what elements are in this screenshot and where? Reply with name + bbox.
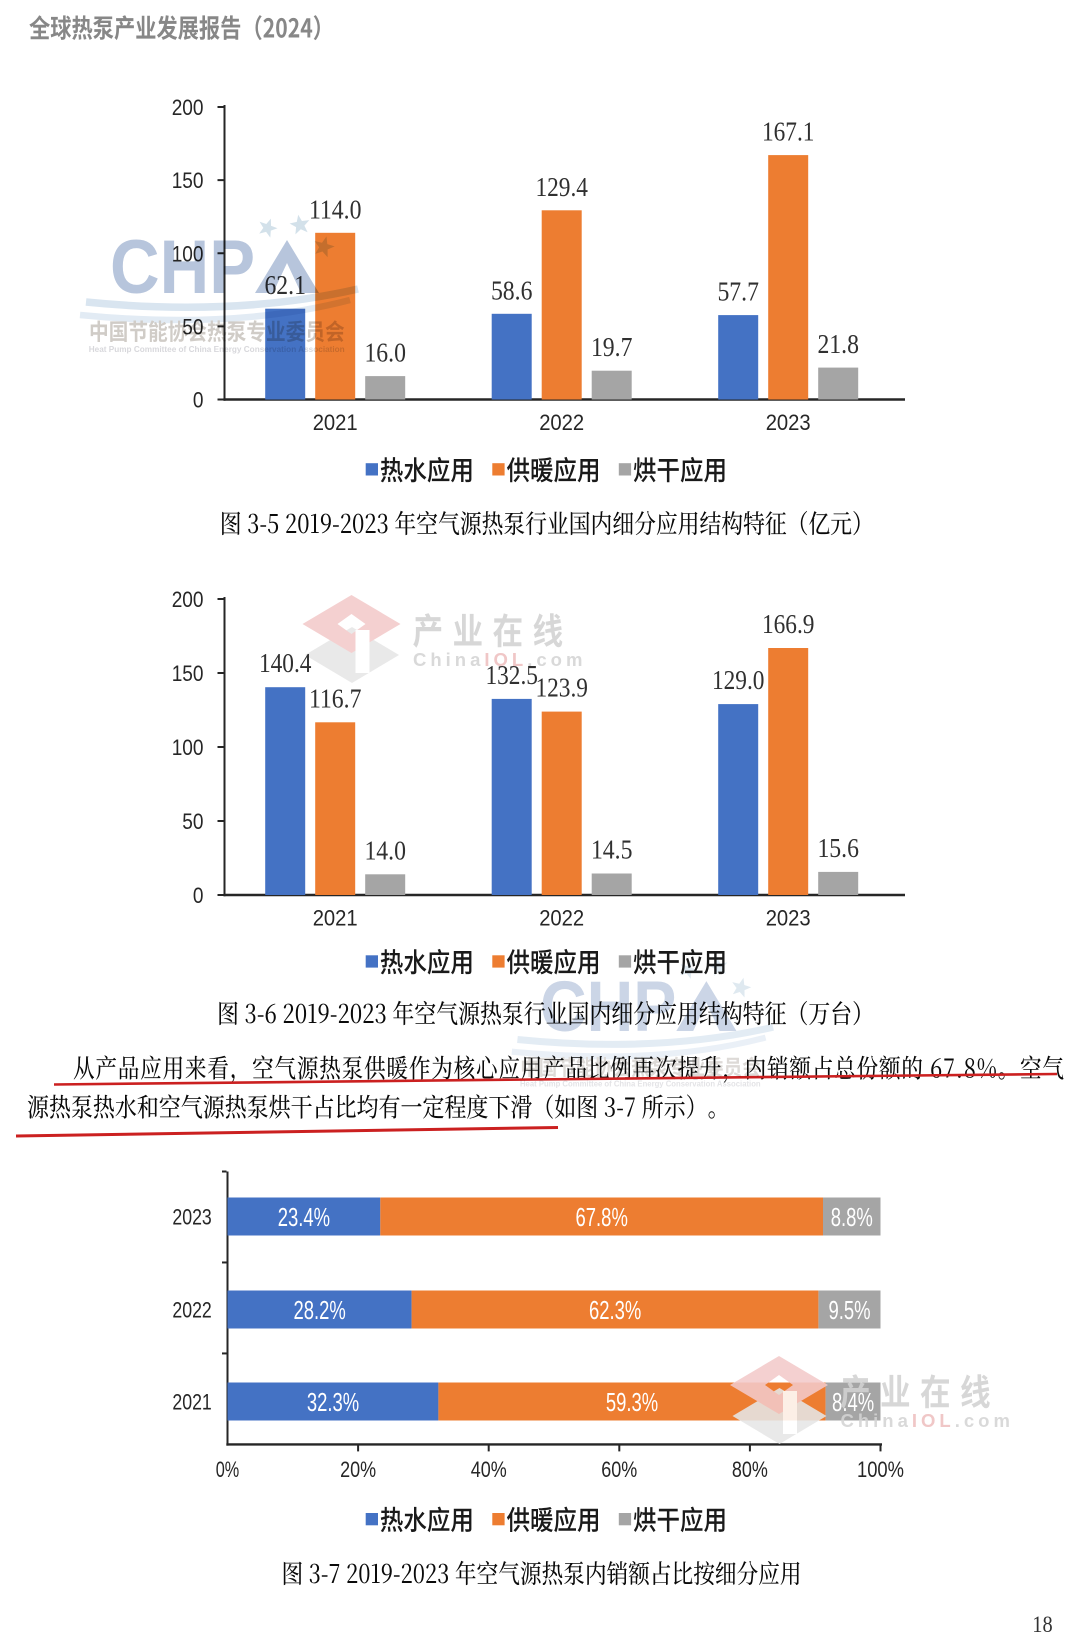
svg-text:0: 0 xyxy=(193,883,204,908)
svg-text:116.7: 116.7 xyxy=(309,682,362,713)
svg-text:132.5: 132.5 xyxy=(485,659,538,690)
svg-text:14.5: 14.5 xyxy=(591,834,633,865)
svg-text:2023: 2023 xyxy=(766,410,811,435)
svg-text:Heat Pump Committee of China E: Heat Pump Committee of China Energy Cons… xyxy=(89,344,345,354)
svg-text:Heat Pump Committee of China E: Heat Pump Committee of China Energy Cons… xyxy=(520,1079,761,1088)
svg-text:2022: 2022 xyxy=(539,906,584,931)
svg-text:0%: 0% xyxy=(216,1457,240,1482)
svg-text:100%: 100% xyxy=(857,1457,904,1482)
svg-text:20%: 20% xyxy=(340,1457,376,1482)
svg-text:28.2%: 28.2% xyxy=(293,1295,345,1325)
svg-text:21.8: 21.8 xyxy=(817,328,859,359)
svg-text:8.8%: 8.8% xyxy=(831,1202,873,1232)
svg-text:19.7: 19.7 xyxy=(591,331,633,362)
svg-text:100: 100 xyxy=(172,241,204,266)
svg-text:140.4: 140.4 xyxy=(259,647,312,678)
svg-text:58.6: 58.6 xyxy=(491,274,533,305)
svg-text:200: 200 xyxy=(172,587,204,612)
svg-text:18: 18 xyxy=(1032,1612,1052,1637)
svg-text:16.0: 16.0 xyxy=(364,337,406,368)
svg-text:2021: 2021 xyxy=(313,410,358,435)
svg-text:40%: 40% xyxy=(471,1457,507,1482)
svg-text:0: 0 xyxy=(193,388,204,413)
svg-text:CHP: CHP xyxy=(110,225,255,310)
svg-text:CHP: CHP xyxy=(540,967,676,1047)
svg-text:200: 200 xyxy=(172,95,204,120)
svg-text:2021: 2021 xyxy=(313,906,358,931)
svg-text:150: 150 xyxy=(172,168,204,193)
svg-text:129.0: 129.0 xyxy=(712,664,765,695)
svg-text:15.6: 15.6 xyxy=(817,832,859,863)
svg-text:2023: 2023 xyxy=(766,906,811,931)
svg-text:2021: 2021 xyxy=(172,1390,211,1415)
svg-text:100: 100 xyxy=(172,735,204,760)
svg-text:9.5%: 9.5% xyxy=(828,1295,870,1325)
svg-text:2022: 2022 xyxy=(172,1298,211,1323)
svg-text:114.0: 114.0 xyxy=(309,193,362,224)
svg-text:129.4: 129.4 xyxy=(535,171,588,202)
svg-text:80%: 80% xyxy=(732,1457,768,1482)
svg-text:23.4%: 23.4% xyxy=(278,1202,330,1232)
svg-text:67.8%: 67.8% xyxy=(576,1202,628,1232)
svg-text:32.3%: 32.3% xyxy=(307,1387,359,1417)
svg-text:167.1: 167.1 xyxy=(762,116,815,147)
svg-text:62.3%: 62.3% xyxy=(589,1295,641,1325)
svg-text:150: 150 xyxy=(172,661,204,686)
svg-text:60%: 60% xyxy=(601,1457,637,1482)
svg-text:59.3%: 59.3% xyxy=(606,1387,658,1417)
svg-text:14.0: 14.0 xyxy=(364,834,406,865)
svg-text:57.7: 57.7 xyxy=(717,276,759,307)
svg-text:123.9: 123.9 xyxy=(535,672,588,703)
svg-text:2022: 2022 xyxy=(539,410,584,435)
svg-text:ChinaIOL.com: ChinaIOL.com xyxy=(841,1410,1014,1431)
svg-text:166.9: 166.9 xyxy=(762,608,815,639)
svg-text:2023: 2023 xyxy=(172,1205,211,1230)
svg-text:ChinaIOL.com: ChinaIOL.com xyxy=(413,649,586,670)
svg-text:50: 50 xyxy=(182,809,203,834)
